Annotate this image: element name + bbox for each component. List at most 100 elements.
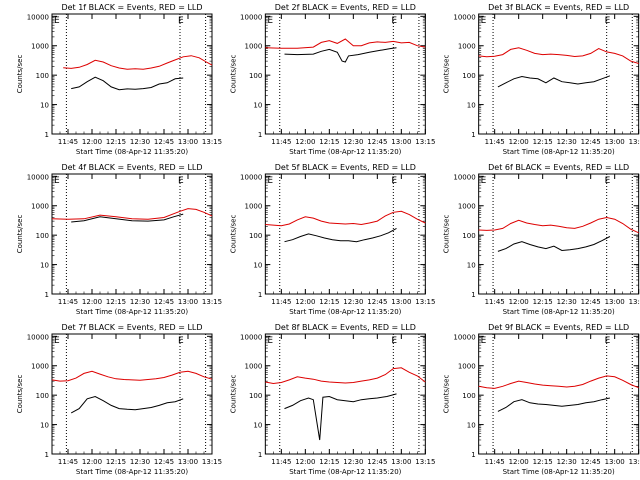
- y-tick-label: 1000: [458, 203, 476, 211]
- y-tick-label: 10: [40, 422, 49, 430]
- corner-mark-right: E: [391, 176, 397, 186]
- y-axis-label: Counts/sec: [443, 375, 451, 414]
- lld-series-line: [63, 55, 213, 70]
- x-tick-label: 11:45: [485, 298, 505, 306]
- x-tick-label: 12:00: [82, 138, 102, 146]
- y-tick-label: 10000: [27, 13, 49, 21]
- corner-mark-right: E: [605, 336, 611, 346]
- x-tick-label: 12:15: [319, 138, 339, 146]
- x-tick-label: 12:45: [367, 298, 387, 306]
- y-tick-label: 10000: [240, 333, 262, 341]
- lld-series-line: [478, 216, 639, 234]
- y-tick-label: 1000: [245, 203, 263, 211]
- x-tick-label: 12:15: [319, 298, 339, 306]
- x-tick-label: 12:45: [154, 458, 174, 466]
- lld-series-line: [478, 375, 639, 389]
- y-tick-label: 10000: [27, 333, 49, 341]
- lld-series-line: [51, 208, 213, 220]
- y-tick-label: 100: [249, 232, 262, 240]
- y-tick-label: 10000: [240, 173, 262, 181]
- y-tick-label: 1: [258, 451, 262, 459]
- x-tick-label: 12:15: [106, 138, 126, 146]
- y-tick-label: 10: [253, 262, 262, 270]
- x-tick-label: 13:15: [629, 298, 640, 306]
- plot-title: Det 6f BLACK = Events, RED = LLD: [488, 163, 629, 172]
- events-series-line: [284, 393, 397, 441]
- x-tick-label: 12:15: [106, 458, 126, 466]
- y-tick-label: 1: [471, 291, 475, 299]
- corner-mark-left: E: [481, 176, 487, 186]
- events-series-line: [71, 76, 184, 91]
- x-tick-label: 12:00: [82, 458, 102, 466]
- y-axis-label: Counts/sec: [16, 55, 24, 94]
- corner-mark-right: E: [391, 336, 397, 346]
- x-axis-label: Start Time (08-Apr-12 11:35:20): [503, 308, 615, 316]
- y-tick-label: 1000: [31, 43, 49, 51]
- corner-mark-right: E: [178, 16, 184, 26]
- plot-title: Det 3f BLACK = Events, RED = LLD: [488, 3, 629, 12]
- x-tick-label: 12:15: [533, 138, 553, 146]
- y-tick-label: 100: [462, 72, 475, 80]
- y-axis-label: Counts/sec: [16, 375, 24, 414]
- y-axis-label: Counts/sec: [443, 215, 451, 254]
- corner-mark-left: E: [481, 336, 487, 346]
- y-tick-label: 100: [462, 392, 475, 400]
- lld-series-line: [265, 38, 426, 49]
- x-axis-label: Start Time (08-Apr-12 11:35:20): [503, 468, 615, 476]
- y-tick-label: 10: [467, 262, 476, 270]
- y-tick-label: 10000: [453, 333, 475, 341]
- x-tick-label: 13:00: [178, 298, 198, 306]
- x-tick-label: 12:30: [130, 138, 150, 146]
- lld-series-line: [265, 210, 426, 227]
- y-tick-label: 100: [249, 72, 262, 80]
- y-tick-label: 1: [471, 451, 475, 459]
- corner-mark-left: E: [54, 176, 60, 186]
- x-tick-label: 12:30: [557, 298, 577, 306]
- x-tick-label: 12:15: [533, 458, 553, 466]
- y-tick-label: 1: [45, 291, 49, 299]
- x-tick-label: 12:15: [106, 298, 126, 306]
- x-tick-label: 11:45: [58, 458, 78, 466]
- x-tick-label: 12:30: [343, 138, 363, 146]
- x-tick-label: 12:30: [130, 298, 150, 306]
- plot-title: Det 5f BLACK = Events, RED = LLD: [275, 163, 416, 172]
- corner-mark-left: E: [54, 16, 60, 26]
- x-tick-label: 12:00: [295, 138, 315, 146]
- x-tick-label: 13:00: [391, 138, 411, 146]
- y-tick-label: 100: [36, 72, 49, 80]
- plot-frame: [264, 333, 426, 455]
- x-tick-label: 13:00: [605, 138, 625, 146]
- plot-frame: [478, 13, 640, 135]
- lld-series-line: [265, 367, 426, 385]
- y-tick-label: 100: [249, 392, 262, 400]
- plot-frame: [264, 13, 426, 135]
- corner-mark-right: E: [605, 16, 611, 26]
- x-tick-label: 12:45: [367, 138, 387, 146]
- x-tick-label: 12:00: [509, 458, 529, 466]
- events-series-line: [497, 75, 611, 88]
- x-tick-label: 11:45: [58, 298, 78, 306]
- corner-mark-left: E: [267, 16, 273, 26]
- x-tick-label: 12:45: [581, 458, 601, 466]
- x-tick-label: 12:15: [319, 458, 339, 466]
- x-axis-label: Start Time (08-Apr-12 11:35:20): [76, 468, 188, 476]
- plot-frame: [51, 13, 213, 135]
- x-tick-label: 12:45: [367, 458, 387, 466]
- events-series-line: [284, 47, 397, 63]
- y-tick-label: 10: [40, 102, 49, 110]
- y-tick-label: 10000: [453, 13, 475, 21]
- y-tick-label: 1000: [458, 363, 476, 371]
- x-tick-label: 12:45: [581, 298, 601, 306]
- x-axis-label: Start Time (08-Apr-12 11:35:20): [289, 468, 401, 476]
- y-tick-label: 1000: [31, 363, 49, 371]
- y-tick-label: 1: [45, 131, 49, 139]
- corner-mark-right: E: [178, 176, 184, 186]
- x-tick-label: 13:15: [629, 138, 640, 146]
- y-tick-label: 10: [40, 262, 49, 270]
